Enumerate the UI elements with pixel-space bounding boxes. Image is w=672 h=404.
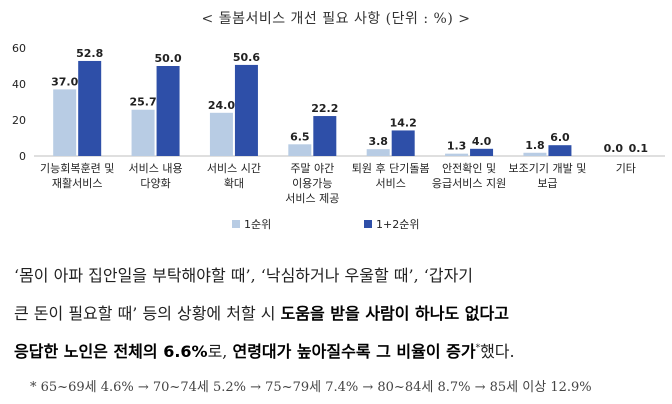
bar <box>131 109 155 156</box>
bar <box>548 145 572 156</box>
data-label: 14.2 <box>390 116 417 129</box>
category-label: 퇴원 후 단기돌봄 <box>352 162 430 175</box>
category-label: 재활서비스 <box>52 176 103 190</box>
paragraph-emphasis: 도움을 받을 사람이 하나도 없다고 <box>280 304 509 323</box>
y-tick-label: 60 <box>12 42 26 55</box>
category-label: 보조기기 개발 및 <box>509 162 587 175</box>
category-label: 보급 <box>537 177 557 190</box>
data-label: 3.8 <box>368 135 388 148</box>
paragraph-line-2: 큰 돈이 필요할 때’ 등의 상황에 처할 시 도움을 받을 사람이 하나도 없… <box>14 300 664 324</box>
data-label: 50.0 <box>154 52 181 65</box>
footnote: * 65~69세 4.6% → 70~74세 5.2% → 75~79세 7.4… <box>30 380 592 395</box>
legend-swatch <box>364 220 372 228</box>
data-label: 0.1 <box>629 142 649 155</box>
bar <box>234 64 258 156</box>
data-label: 6.0 <box>550 131 570 144</box>
category-label: 확대 <box>224 177 244 190</box>
chart-title: < 돌봄서비스 개선 필요 사항 (단위 : %) > <box>201 11 471 27</box>
paragraph-text: 했다. <box>480 342 515 361</box>
category-label: 다양화 <box>140 177 170 190</box>
data-label: 1.8 <box>525 139 545 152</box>
data-label: 24.0 <box>208 99 235 112</box>
legend-swatch <box>232 220 240 228</box>
category-label: 기능회복훈련 및 <box>40 162 114 175</box>
y-tick-label: 0 <box>19 150 26 163</box>
bar <box>209 112 233 156</box>
bar <box>156 66 180 156</box>
data-label: 37.0 <box>51 75 78 88</box>
bar <box>78 60 102 156</box>
paragraph-text: 큰 돈이 필요할 때’ 등의 상황에 처할 시 <box>14 304 281 323</box>
bar <box>445 153 469 156</box>
bar <box>53 89 77 156</box>
bar <box>470 148 494 156</box>
data-label: 4.0 <box>472 135 492 148</box>
paragraph-line-1: ‘몸이 아파 집안일을 부탁해야할 때’, ‘낙심하거나 우울할 때’, ‘갑자… <box>14 262 664 286</box>
bar <box>313 116 337 156</box>
paragraph-text: 로, <box>207 342 233 361</box>
data-label: 50.6 <box>233 51 260 64</box>
paragraph-text: ‘몸이 아파 집안일을 부탁해야할 때’, ‘낙심하거나 우울할 때’, ‘갑자… <box>14 266 474 285</box>
category-label: 서비스 시간 <box>207 162 261 175</box>
data-label: 22.2 <box>311 102 338 115</box>
category-label: 안전확인 및 <box>442 162 496 175</box>
legend-label: 1순위 <box>244 218 271 231</box>
data-label: 52.8 <box>76 47 103 60</box>
category-label: 기타 <box>616 162 636 175</box>
y-tick-label: 40 <box>12 78 26 91</box>
footnote-marker: * <box>475 343 481 354</box>
category-label: 주말 야간 <box>290 162 334 175</box>
category-label: 서비스 내용 <box>129 162 183 175</box>
paragraph-emphasis: 응답한 노인은 전체의 6.6% <box>14 342 208 361</box>
paragraph-line-3: 응답한 노인은 전체의 6.6%로, 연령대가 높아질수록 그 비율이 증가*했… <box>14 338 664 362</box>
category-label: 응급서비스 지원 <box>432 177 506 190</box>
bar <box>366 149 390 156</box>
category-label: 이용가능 <box>292 177 332 190</box>
bar <box>523 152 547 156</box>
category-label: 서비스 제공 <box>285 192 339 205</box>
paragraph-emphasis: 연령대가 높아질수록 그 비율이 증가 <box>232 342 476 361</box>
legend-label: 1+2순위 <box>376 218 419 231</box>
category-label: 서비스 <box>376 177 406 190</box>
bar <box>288 144 312 156</box>
data-label: 0.0 <box>604 142 624 155</box>
bar <box>391 130 415 156</box>
data-label: 6.5 <box>290 130 310 143</box>
data-label: 25.7 <box>129 96 156 109</box>
y-tick-label: 20 <box>12 114 26 127</box>
data-label: 1.3 <box>447 140 467 153</box>
